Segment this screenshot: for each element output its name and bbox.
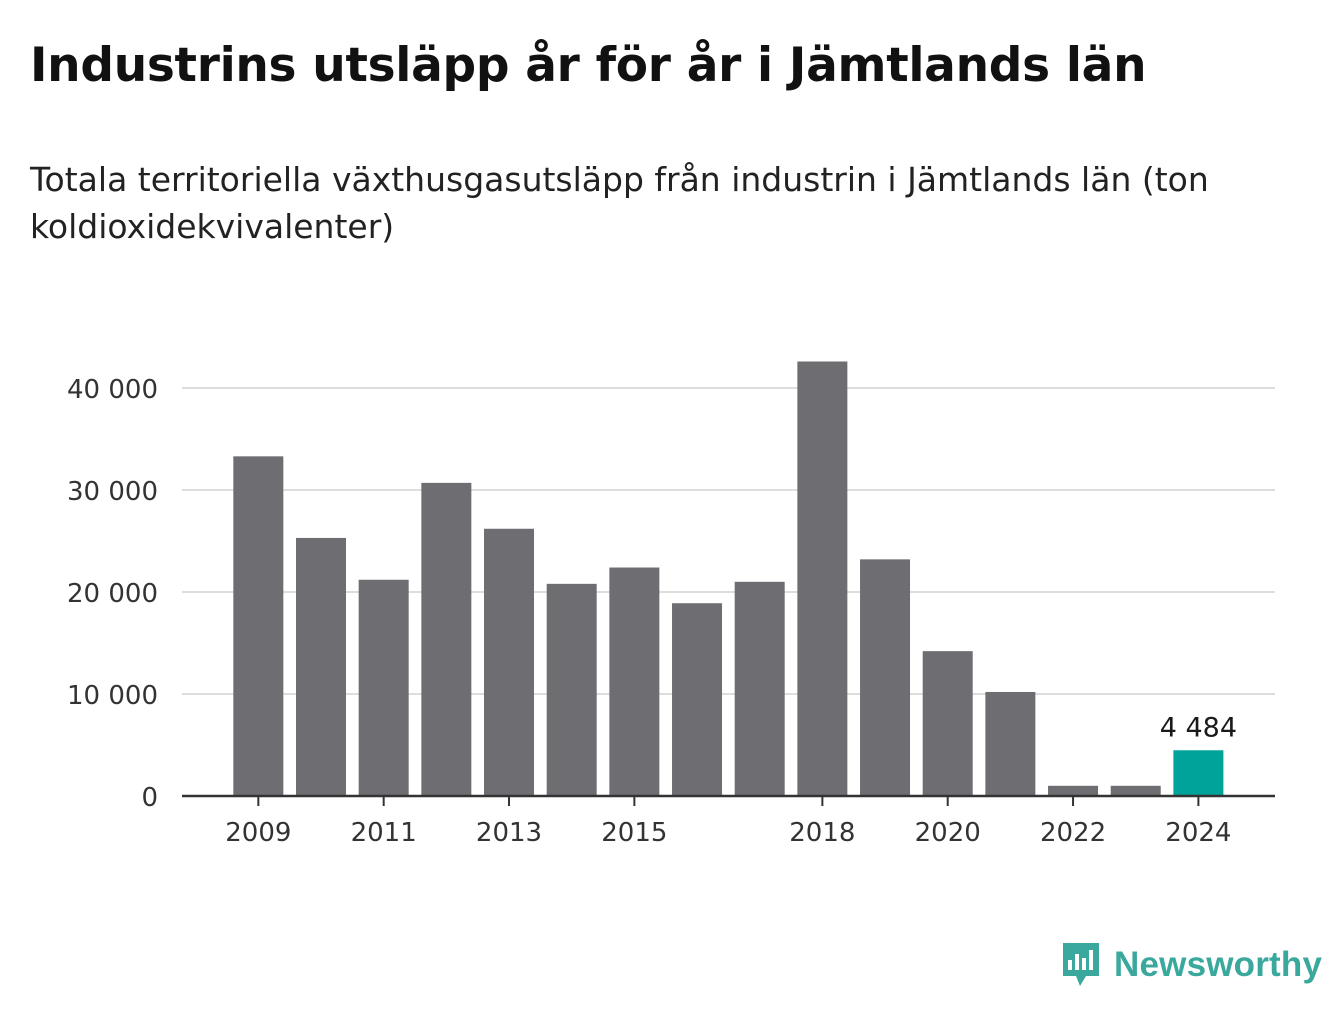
bar [1048, 785, 1099, 796]
bar [672, 603, 723, 796]
x-tick-label: 2011 [351, 818, 417, 848]
x-tick-label: 2024 [1165, 818, 1231, 848]
bar [296, 537, 347, 796]
bar [421, 482, 472, 796]
bar [922, 651, 973, 796]
x-tick-label: 2015 [601, 818, 667, 848]
newsworthy-logo-icon [1063, 943, 1099, 986]
y-tick-label: 40 000 [67, 375, 158, 405]
brand-name: Newsworthy [1114, 945, 1323, 984]
bar [797, 361, 848, 796]
x-tick-label: 2009 [225, 818, 291, 848]
chart-title: Industrins utsläpp år för år i Jämtlands… [30, 38, 1147, 93]
y-tick-label: 30 000 [67, 477, 158, 507]
x-tick-label: 2020 [915, 818, 981, 848]
bar [546, 583, 597, 796]
x-tick-label: 2018 [789, 818, 855, 848]
x-tick-label: 2013 [476, 818, 542, 848]
x-tick-label: 2022 [1040, 818, 1106, 848]
bar [985, 691, 1036, 796]
bar [609, 567, 660, 796]
newsworthy-brand: Newsworthy [1060, 940, 1322, 990]
bar [358, 579, 409, 796]
bar [1173, 750, 1224, 796]
y-tick-label: 0 [141, 783, 158, 813]
chart-subtitle: Totala territoriella växthusgasutsläpp f… [30, 160, 1209, 246]
data-label: 4 484 [1160, 712, 1237, 743]
bar [484, 528, 535, 796]
bar [734, 581, 785, 796]
y-tick-label: 20 000 [67, 579, 158, 609]
bar [233, 456, 284, 796]
bar [860, 559, 911, 796]
bar [1110, 785, 1161, 796]
y-tick-label: 10 000 [67, 681, 158, 711]
